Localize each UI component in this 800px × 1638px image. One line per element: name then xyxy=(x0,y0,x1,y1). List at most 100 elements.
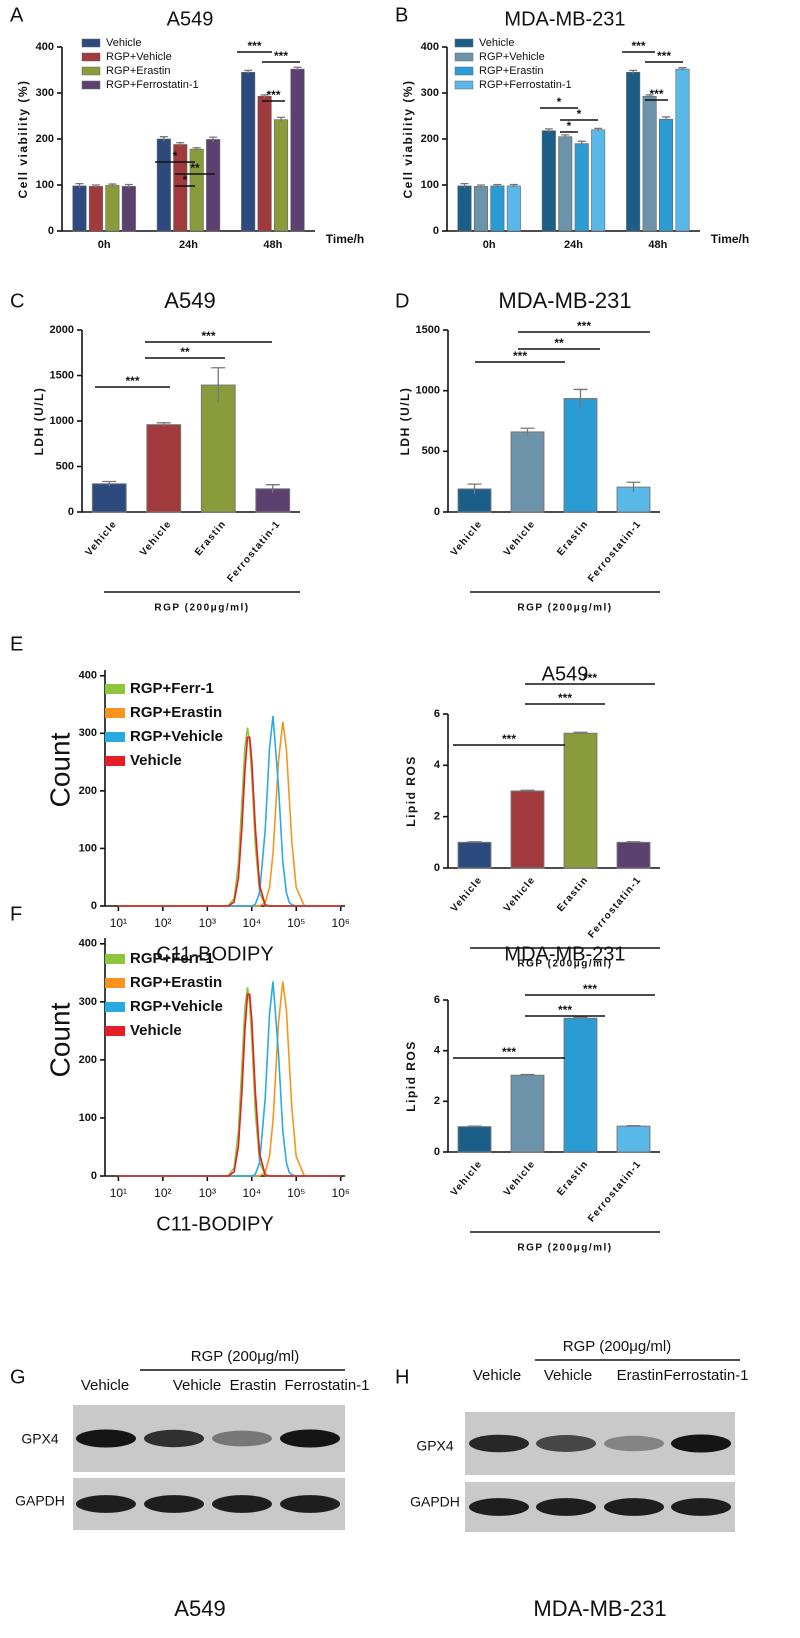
bar xyxy=(274,119,289,232)
x-tick-label: 10⁵ xyxy=(287,916,305,930)
y-tick-label: 500 xyxy=(56,460,74,472)
error-bar xyxy=(192,147,201,151)
y-tick-label: 300 xyxy=(79,727,97,739)
legend-label: RGP+Ferrostatin-1 xyxy=(479,79,572,91)
panel-letter: G xyxy=(10,1366,26,1388)
legend-label: RGP+Ferrostatin-1 xyxy=(106,79,199,91)
lane-label: Vehicle xyxy=(544,1367,592,1384)
x-tick-label: 10¹ xyxy=(110,916,127,930)
significance-label: *** xyxy=(201,329,215,343)
x-tick-label: 10⁴ xyxy=(243,1186,262,1200)
blot-band xyxy=(212,1430,272,1447)
group-label: RGP (200μg/ml) xyxy=(154,603,249,614)
y-tick-label: 400 xyxy=(79,938,97,950)
panel-letter: D xyxy=(395,290,409,312)
error-bar xyxy=(75,182,84,189)
y-axis-label: Lipid ROS xyxy=(404,755,418,827)
bar xyxy=(541,130,556,232)
bar xyxy=(510,1074,545,1153)
x-tick-label: Vehicle xyxy=(84,519,120,559)
bar xyxy=(105,185,120,232)
x-tick-label: Vehicle xyxy=(502,519,538,559)
bar xyxy=(241,72,256,232)
panel-letter: E xyxy=(10,633,23,655)
y-tick-label: 2 xyxy=(434,1095,440,1107)
lane-label: Vehicle xyxy=(473,1367,521,1384)
y-axis-label: LDH (U/L) xyxy=(398,387,412,456)
error-bar xyxy=(577,140,586,146)
y-tick-label: 0 xyxy=(434,862,440,874)
blot-band xyxy=(76,1495,136,1513)
legend-swatch xyxy=(105,1026,125,1036)
bar xyxy=(88,186,103,232)
bar xyxy=(457,1126,492,1153)
bar xyxy=(290,68,305,232)
error-bar xyxy=(629,69,638,75)
chart-title: MDA-MB-231 xyxy=(498,288,631,313)
blot-band xyxy=(536,1498,596,1516)
y-tick-label: 6 xyxy=(434,994,440,1006)
y-tick-label: 200 xyxy=(79,1054,97,1066)
x-tick-label: 48h xyxy=(648,239,667,251)
error-bar xyxy=(260,94,269,98)
error-bar xyxy=(626,841,641,843)
significance-label: *** xyxy=(247,39,261,53)
significance-label: *** xyxy=(558,691,572,705)
histogram-curve xyxy=(118,993,341,1177)
error-bar xyxy=(493,183,502,188)
significance-label: *** xyxy=(266,88,280,102)
blot-band xyxy=(469,1498,529,1516)
group-label: RGP (200μg/ml) xyxy=(517,603,612,614)
legend-swatch xyxy=(81,80,101,90)
y-tick-label: 500 xyxy=(422,445,440,457)
legend-swatch xyxy=(81,38,101,48)
x-tick-label: 10² xyxy=(154,916,171,930)
panel-letter: C xyxy=(10,290,24,312)
y-tick-label: 400 xyxy=(421,41,439,53)
blot-band xyxy=(144,1495,204,1513)
blot-band xyxy=(604,1435,664,1452)
y-tick-label: 100 xyxy=(36,179,54,191)
bar xyxy=(574,143,589,232)
legend-label: RGP+Erastin xyxy=(130,704,222,721)
x-tick-label: 24h xyxy=(564,239,583,251)
error-bar xyxy=(176,142,185,147)
bar xyxy=(473,186,488,232)
error-bar xyxy=(156,422,171,427)
legend-label: RGP+Erastin xyxy=(130,974,222,991)
chart-title: A549 xyxy=(542,663,589,685)
significance-label: *** xyxy=(583,982,597,996)
blot-caption: MDA-MB-231 xyxy=(533,1596,666,1621)
significance-label: *** xyxy=(513,349,527,363)
y-axis-label: Count xyxy=(44,732,75,807)
bar xyxy=(206,139,221,232)
blot-band xyxy=(76,1429,136,1448)
error-bar xyxy=(520,1073,535,1076)
bar xyxy=(156,138,171,232)
significance-label: * xyxy=(577,107,582,121)
error-bar xyxy=(561,134,570,139)
lane-label: Vehicle xyxy=(81,1377,129,1394)
bar xyxy=(626,72,641,232)
legend-label: RGP+Vehicle xyxy=(130,728,223,745)
y-tick-label: 0 xyxy=(433,225,439,237)
bar xyxy=(257,95,272,232)
chart-title: MDA-MB-231 xyxy=(504,8,625,30)
x-tick-label: Ferrostatin-1 xyxy=(225,519,283,585)
error-bar xyxy=(573,388,588,408)
x-tick-label: 24h xyxy=(179,239,198,251)
x-tick-label: Erastin xyxy=(555,1159,591,1198)
y-tick-label: 100 xyxy=(79,1112,97,1124)
chart-title: A549 xyxy=(164,288,215,313)
y-tick-label: 0 xyxy=(48,225,54,237)
y-tick-label: 200 xyxy=(36,133,54,145)
panel-letter: H xyxy=(395,1366,409,1388)
y-tick-label: 2000 xyxy=(50,324,74,336)
significance-label: *** xyxy=(631,39,645,53)
y-tick-label: 200 xyxy=(421,133,439,145)
error-bar xyxy=(159,136,168,142)
histogram-curve xyxy=(118,721,341,907)
significance-label: *** xyxy=(274,49,288,63)
significance-label: *** xyxy=(649,87,663,101)
